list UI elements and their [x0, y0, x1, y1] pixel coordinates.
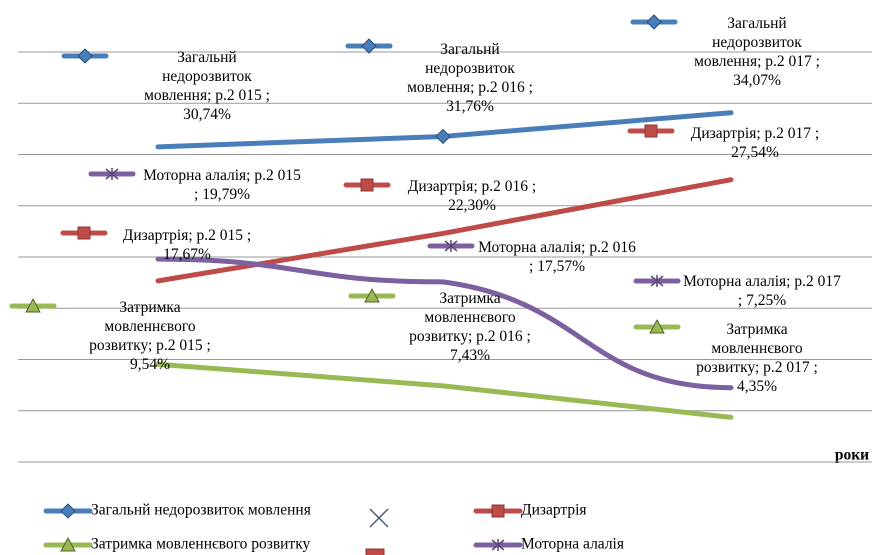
label-key-marker — [364, 287, 380, 303]
legend-label: Моторна алалія — [521, 536, 624, 553]
point-marker — [435, 128, 451, 145]
x-axis-label: роки — [835, 447, 869, 464]
data-label: Затримка мовленнєвого розвитку; р.2 017 … — [696, 321, 818, 395]
data-label: Дизартрія; р.2 016 ; 22,30% — [407, 178, 537, 214]
label-key-marker — [444, 240, 458, 252]
data-label: Затримка мовленнєвого розвитку; р.2 015 … — [89, 299, 211, 373]
label-key-marker — [644, 124, 658, 138]
label-key-marker — [646, 14, 662, 30]
label-key-marker — [77, 226, 91, 240]
legend-marker — [60, 536, 76, 552]
label-key-marker — [77, 48, 93, 64]
data-label: Загальнй недорозвиток мовлення; р.2 016 … — [407, 41, 533, 115]
data-label: Моторна алалія; р.2 017 ; 7,25% — [683, 273, 841, 309]
legend-marker — [491, 539, 505, 551]
data-label: Загальнй недорозвиток мовлення; р.2 015 … — [144, 49, 270, 123]
legend-stray-marker — [365, 548, 385, 555]
legend-marker — [491, 504, 505, 518]
legend-label: Загальнй недорозвиток мовлення — [91, 502, 311, 519]
data-label: Затримка мовленнєвого розвитку; р.2 016 … — [409, 290, 531, 364]
label-key-marker — [649, 318, 665, 334]
legend-marker — [60, 503, 76, 519]
data-label: Дизартрія; р.2 015 ; 17,67% — [122, 227, 252, 263]
label-key-marker — [105, 168, 119, 180]
series-line — [155, 256, 734, 391]
data-label: Моторна алалія; р.2 016 ; 17,57% — [478, 239, 636, 275]
data-label: Моторна алалія; р.2 015 ; 19,79% — [143, 167, 301, 203]
data-label: Загальнй недорозвиток мовлення; р.2 017 … — [694, 15, 820, 89]
label-key-marker — [361, 38, 377, 54]
label-key-marker — [360, 178, 374, 192]
series-line — [155, 361, 734, 420]
data-label: Дизартрія; р.2 017 ; 27,54% — [690, 125, 820, 161]
legend-label: Затримка мовленнєвого розвитку — [91, 536, 311, 553]
legend-stray-marker — [369, 508, 389, 528]
label-key-marker — [25, 297, 41, 313]
label-key-marker — [650, 275, 664, 287]
legend-label: Дизартрія — [521, 502, 587, 519]
